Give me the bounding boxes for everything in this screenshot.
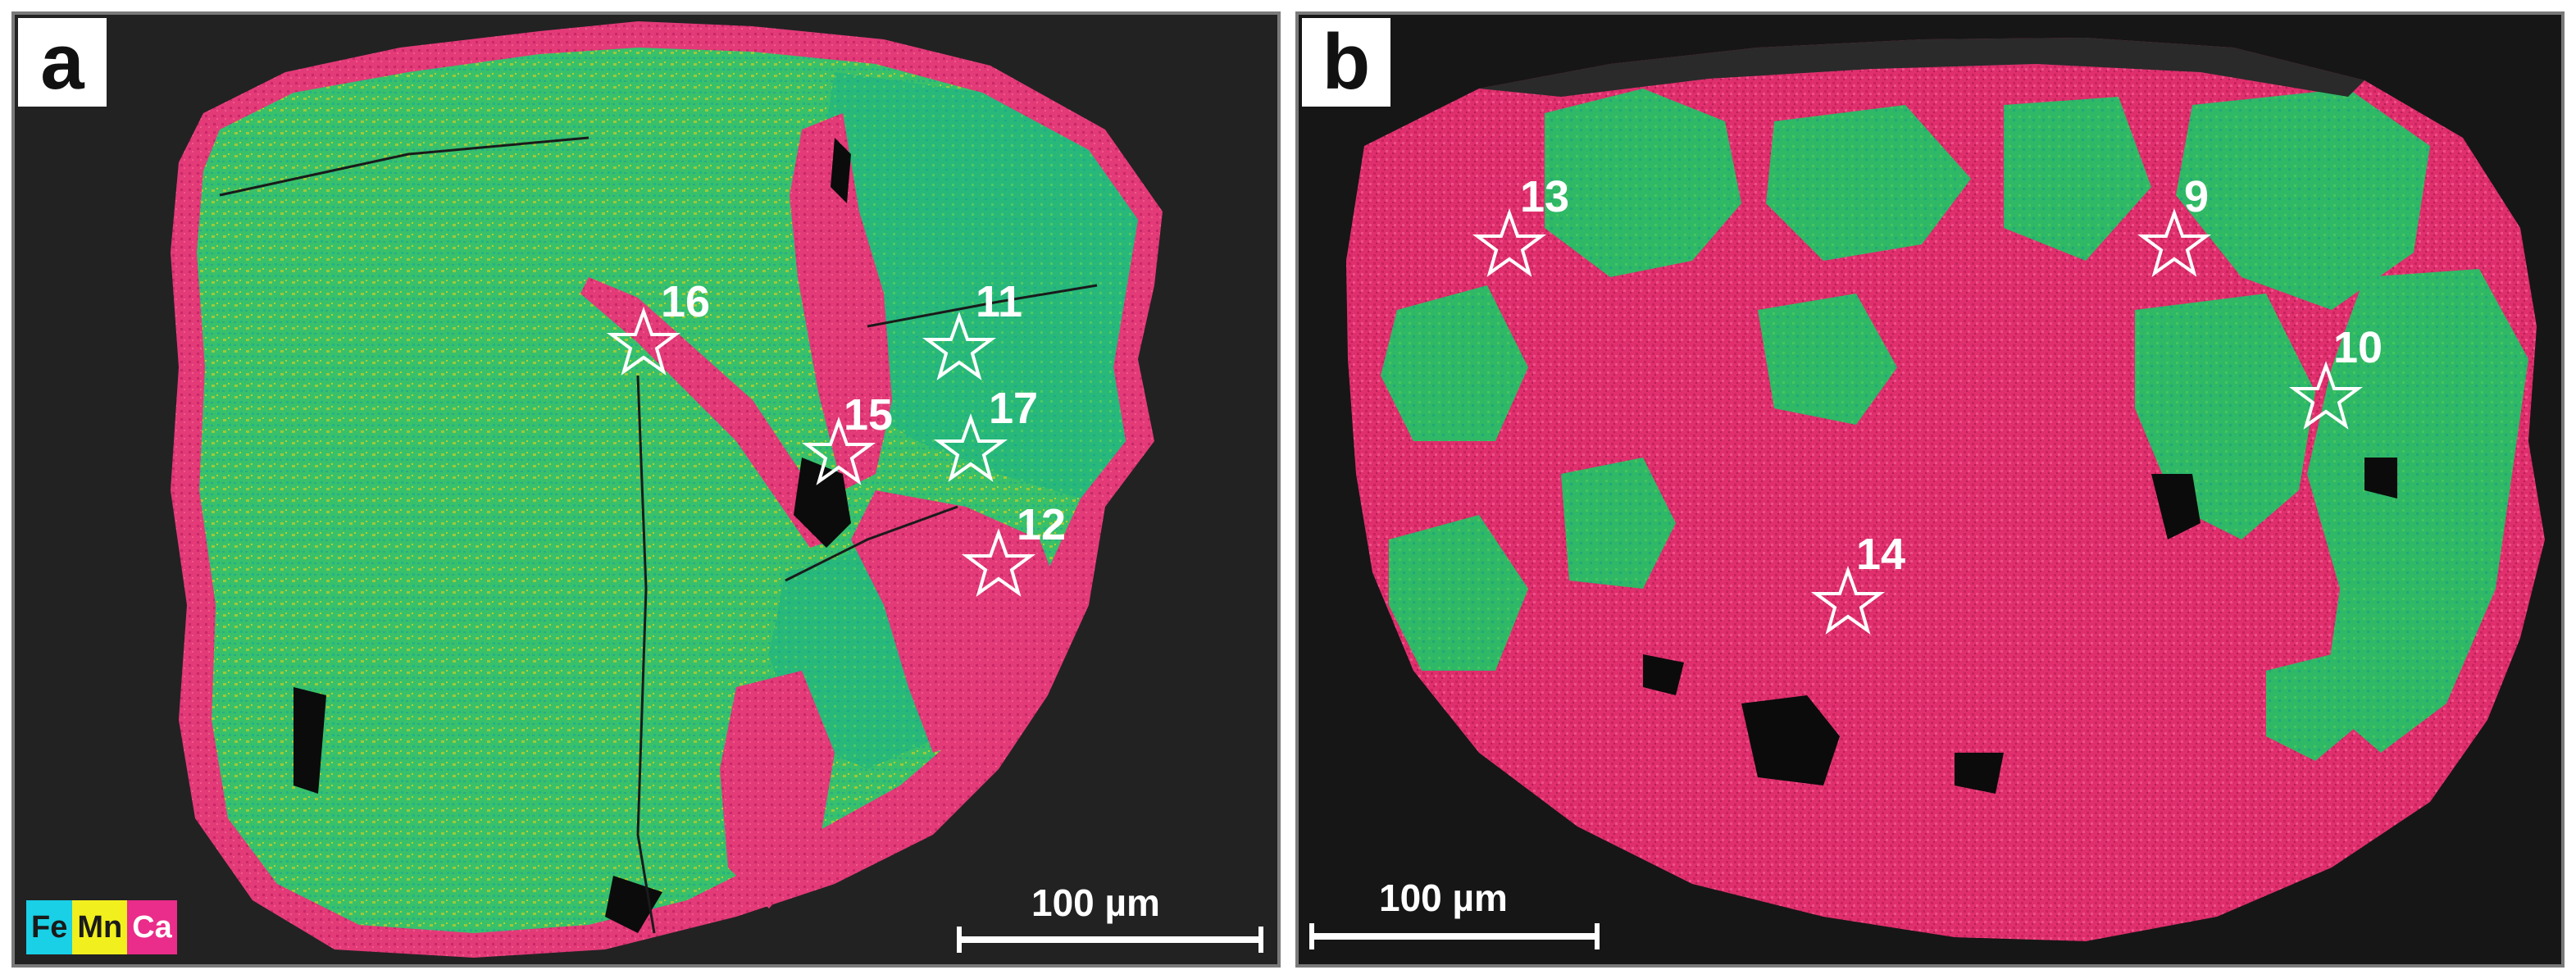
grain-domain-east	[818, 72, 1138, 499]
pore	[794, 458, 851, 548]
grain-domain	[1381, 285, 1528, 441]
scale-bar-label-a: 100 µm	[1031, 881, 1160, 924]
point-label-12: 12	[1017, 500, 1066, 549]
point-label-14: 14	[1856, 530, 1905, 579]
point-label-15: 15	[844, 390, 893, 439]
pore	[2151, 474, 2201, 540]
analysis-point-15: 15	[801, 390, 893, 485]
pore	[831, 138, 851, 203]
legend-ca: Ca	[127, 900, 177, 954]
panel-label-b: b	[1302, 18, 1390, 107]
scale-bar-label-b: 100 µm	[1379, 877, 1508, 919]
pore	[1741, 695, 1840, 785]
pore	[294, 687, 326, 794]
point-label-16: 16	[661, 277, 710, 326]
point-label-9: 9	[2184, 172, 2209, 221]
element-map-b: 13 9 10 14	[1309, 38, 2545, 949]
calcite-vein-2	[790, 113, 892, 490]
legend-mn: Mn	[72, 900, 128, 954]
analysis-point-10: 10	[2288, 323, 2383, 430]
analysis-point-9: 9	[2137, 172, 2212, 277]
map-panel-b: 13 9 10 14 b 100 µm	[1295, 11, 2565, 968]
panel-label-a: a	[18, 18, 107, 107]
pore	[1955, 753, 2004, 794]
crack	[219, 136, 589, 197]
grain-domain	[1758, 294, 1897, 425]
grain-domain	[1766, 105, 1971, 261]
analysis-point-16: 16	[606, 277, 710, 376]
map-panel-a: 16 11 15 17 12 a 100 µm Fe Mn Ca	[11, 11, 1281, 968]
grain-domain	[2176, 89, 2430, 310]
element-map-a: 16 11 15 17 12	[171, 21, 1263, 958]
crack	[636, 375, 656, 934]
point-label-17: 17	[989, 384, 1038, 433]
analysis-point-12: 12	[961, 500, 1066, 597]
point-label-11: 11	[976, 277, 1022, 326]
analysis-point-14: 14	[1810, 530, 1905, 635]
point-label-10: 10	[2333, 323, 2383, 372]
scale-bar-b	[1309, 923, 1600, 949]
analysis-point-17: 17	[933, 384, 1038, 482]
pore	[2364, 458, 2397, 499]
grain-domain	[1545, 89, 1741, 277]
element-legend: Fe Mn Ca	[26, 900, 177, 954]
crack	[785, 505, 958, 582]
analysis-point-11: 11	[922, 277, 1022, 380]
scale-bar-a	[957, 927, 1263, 953]
grain-domain	[2307, 269, 2528, 753]
crack	[867, 284, 1098, 328]
grain-domain	[1561, 458, 1676, 589]
calcite-vein-1	[580, 277, 835, 548]
point-label-13: 13	[1520, 172, 1569, 221]
grain-edge	[1479, 38, 2364, 97]
grain-domain	[1389, 515, 1528, 671]
pore	[1643, 654, 1684, 695]
grain-domain	[2266, 654, 2364, 761]
grain-domain	[2004, 97, 2151, 261]
calcite-patch-south	[720, 671, 835, 908]
analysis-point-13: 13	[1472, 172, 1569, 277]
legend-fe: Fe	[26, 900, 73, 954]
